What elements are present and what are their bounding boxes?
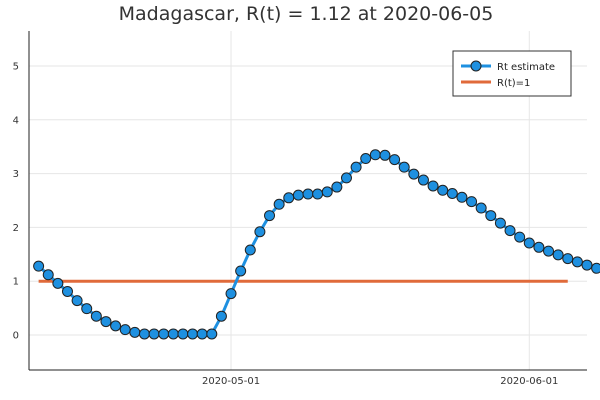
rt-data-point xyxy=(475,202,487,214)
rt-data-point xyxy=(302,188,314,200)
rt-data-point xyxy=(129,326,141,338)
rt-data-point xyxy=(177,328,189,340)
rt-data-point xyxy=(504,225,516,237)
rt-data-point xyxy=(369,149,381,161)
rt-data-point xyxy=(514,231,526,243)
y-tick-label: 0 xyxy=(13,331,19,342)
rt-data-point xyxy=(254,226,266,238)
rt-data-point xyxy=(119,324,131,336)
rt-data-point xyxy=(437,184,449,196)
rt-data-point xyxy=(379,149,391,161)
rt-data-point xyxy=(543,245,555,257)
rt-data-point xyxy=(33,260,45,272)
rt-data-point xyxy=(273,198,285,210)
legend-box xyxy=(452,50,572,97)
legend-rt-label: Rt estimate xyxy=(497,62,555,73)
rt-data-point xyxy=(235,265,247,277)
axis-layer: 0 1 2 3 4 5 2020-05-01 2020-06-01 xyxy=(13,31,587,387)
rt-data-point xyxy=(485,210,497,222)
rt-data-point xyxy=(427,180,439,192)
y-tick-label: 1 xyxy=(13,277,19,288)
rt-data-point xyxy=(110,320,122,332)
legend-rt-marker xyxy=(470,60,482,72)
rt-data-point xyxy=(138,328,150,340)
series-layer xyxy=(33,149,600,340)
x-tick-label: 2020-06-01 xyxy=(500,376,558,387)
rt-data-point xyxy=(215,310,227,322)
x-tick-label: 2020-05-01 xyxy=(202,376,260,387)
y-tick-label: 2 xyxy=(13,223,19,234)
legend-ref-label: R(t)=1 xyxy=(497,78,530,89)
rt-data-point xyxy=(52,277,64,289)
rt-data-point xyxy=(42,269,54,281)
rt-data-point xyxy=(225,288,237,300)
rt-data-point xyxy=(71,295,83,307)
rt-data-point xyxy=(292,189,304,201)
rt-data-point xyxy=(167,328,179,340)
rt-data-point xyxy=(340,172,352,184)
rt-data-point xyxy=(360,153,372,165)
rt-data-point xyxy=(312,188,324,200)
y-tick-label: 5 xyxy=(13,61,19,72)
rt-data-point xyxy=(264,210,276,222)
rt-data-point xyxy=(562,253,574,265)
rt-data-point xyxy=(100,316,112,328)
rt-data-point xyxy=(408,168,420,180)
rt-data-point xyxy=(581,259,593,271)
rt-data-point xyxy=(466,196,478,208)
rt-data-point xyxy=(244,244,256,256)
rt-data-point xyxy=(206,328,218,340)
rt-data-point xyxy=(81,303,93,315)
rt-data-point xyxy=(331,181,343,193)
rt-data-point xyxy=(571,256,583,268)
rt-data-point xyxy=(321,186,333,198)
rt-data-point xyxy=(187,328,199,340)
rt-data-point xyxy=(61,285,73,297)
rt-data-point xyxy=(398,161,410,173)
rt-data-point xyxy=(90,310,102,322)
rt-data-point xyxy=(552,249,564,261)
legend: Rt estimate R(t)=1 xyxy=(452,50,572,97)
rt-data-point xyxy=(148,328,160,340)
rt-data-point xyxy=(196,328,208,340)
rt-data-point xyxy=(494,217,506,229)
rt-data-point xyxy=(523,237,535,249)
rt-data-point xyxy=(591,262,600,274)
chart-title: Madagascar, R(t) = 1.12 at 2020-06-05 xyxy=(119,3,494,25)
rt-data-point xyxy=(158,328,170,340)
rt-data-point xyxy=(350,161,362,173)
y-tick-label: 4 xyxy=(13,115,19,126)
rt-data-point xyxy=(389,154,401,166)
rt-data-point xyxy=(283,192,295,204)
y-tick-label: 3 xyxy=(13,169,19,180)
rt-data-point xyxy=(446,188,458,199)
rt-data-point xyxy=(456,191,468,203)
rt-data-point xyxy=(533,241,545,253)
rt-data-point xyxy=(417,174,429,186)
